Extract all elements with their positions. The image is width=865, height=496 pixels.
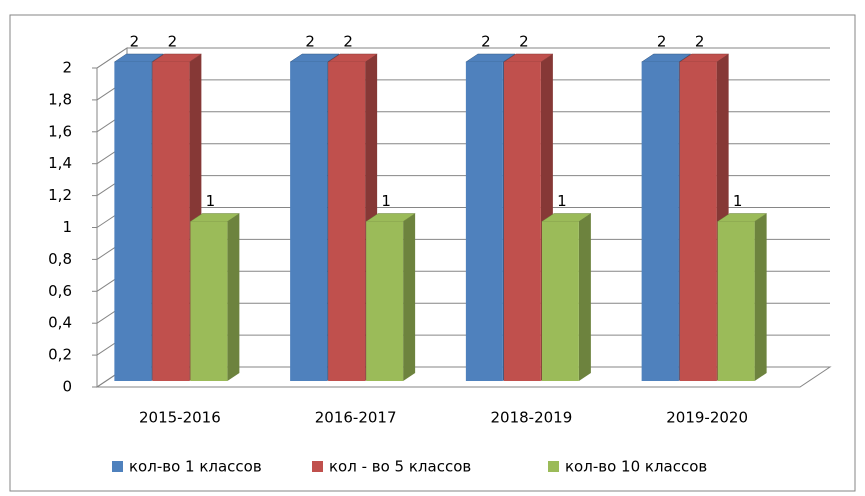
bar [327,53,378,381]
data-label: 2 [519,33,529,51]
bar [189,213,241,381]
y-tick-label: 1,6 [48,122,72,140]
x-tick-label: 2018-2019 [490,409,572,427]
data-label: 2 [130,33,140,51]
y-tick-label: 1,8 [48,90,72,108]
bar-side [227,213,240,381]
bar-front [541,221,579,381]
y-tick-label: 0,8 [48,250,72,268]
legend-label: кол-во 10 классов [565,458,707,476]
y-tick-label: 1 [62,218,72,236]
data-label: 1 [381,192,391,210]
data-label: 1 [733,192,743,210]
bar-front [152,62,190,381]
bar-front [679,62,717,381]
bar-front [641,62,679,381]
y-tick-label: 2 [62,59,72,77]
x-tick-label: 2019-2020 [666,409,748,427]
y-tick-label: 0,6 [48,282,72,300]
x-tick-label: 2015-2016 [139,409,221,427]
legend-swatch [312,461,323,472]
bar-front [190,221,228,381]
grid-line [96,47,830,69]
data-label: 2 [305,33,315,51]
data-label: 2 [343,33,353,51]
bar-side [403,213,416,381]
y-tick-label: 1,4 [48,154,72,172]
bar-side [754,213,767,381]
legend-swatch [548,461,559,472]
bar-front [465,62,503,381]
bar [716,213,768,381]
bar-front [366,221,404,381]
bar-side [578,213,591,381]
y-tick-label: 0,2 [48,346,72,364]
y-tick-label: 1,2 [48,186,72,204]
data-label: 2 [657,33,667,51]
bar [541,213,592,381]
legend-swatch [112,461,123,472]
legend-label: кол - во 5 классов [329,458,471,476]
bar-front [290,62,328,381]
legend-label: кол-во 1 классов [129,458,262,476]
data-label: 2 [481,33,491,51]
y-tick-label: 0 [62,378,72,396]
x-tick-label: 2016-2017 [315,409,397,427]
bar-front [328,62,366,381]
data-label: 1 [557,192,567,210]
data-label: 1 [206,192,216,210]
bar [365,213,416,381]
bar-front [114,62,152,381]
y-tick-label: 0,4 [48,314,72,332]
bar-front [717,221,755,381]
data-label: 2 [695,33,705,51]
bar-front [503,62,541,381]
data-label: 2 [168,33,178,51]
